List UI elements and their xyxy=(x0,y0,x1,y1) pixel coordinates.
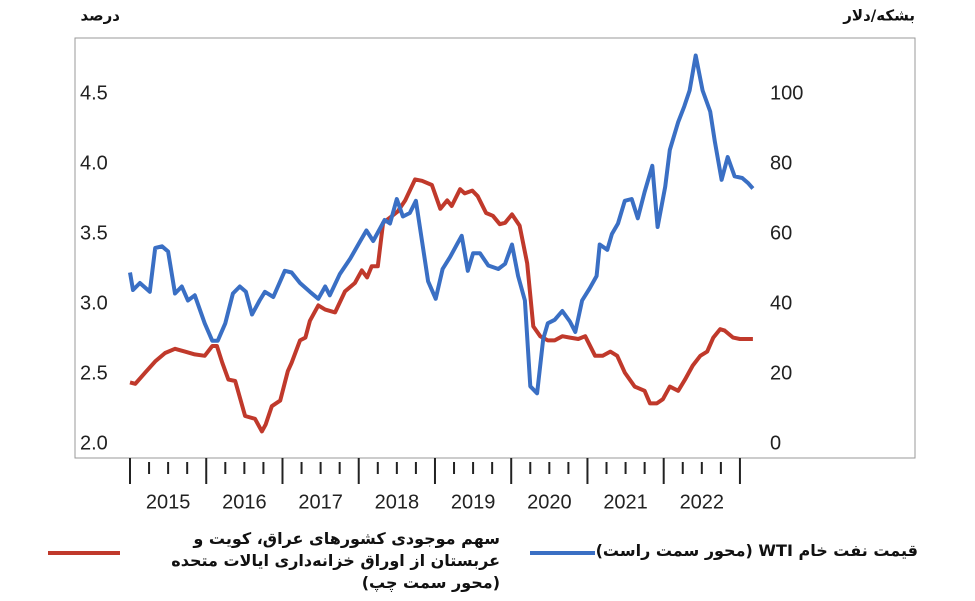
x-tick-label: 2015 xyxy=(146,491,191,513)
y2-tick-label: 0 xyxy=(770,432,781,454)
y-tick-label: 3.0 xyxy=(80,292,108,314)
y2-tick-label: 100 xyxy=(770,82,803,104)
y-tick-label: 2.5 xyxy=(80,362,108,384)
x-tick-label: 2017 xyxy=(298,491,343,513)
y-tick-label: 3.5 xyxy=(80,222,108,244)
y-tick-label: 4.5 xyxy=(80,82,108,104)
x-tick-label: 2022 xyxy=(680,491,725,513)
y-tick-label: 4.0 xyxy=(80,152,108,174)
series-line xyxy=(128,53,755,396)
x-tick-label: 2018 xyxy=(375,491,420,513)
series-line xyxy=(129,177,753,434)
y2-axis-title: بشکه/دلار xyxy=(842,7,915,25)
y-axis-title: درصد xyxy=(81,7,121,25)
legend-label: سهم موجودی کشورهای عراق، کویت و عربستان … xyxy=(171,529,500,592)
x-tick-label: 2020 xyxy=(527,491,572,513)
y2-tick-label: 40 xyxy=(770,292,792,314)
y2-tick-label: 60 xyxy=(770,222,792,244)
y2-tick-label: 80 xyxy=(770,152,792,174)
legend-label: قیمت نفت خام WTI (محور سمت راست) xyxy=(595,541,918,560)
plot-frame xyxy=(74,37,916,459)
x-tick-label: 2019 xyxy=(451,491,496,513)
x-tick-label: 2021 xyxy=(603,491,648,513)
y2-tick-label: 20 xyxy=(770,362,792,384)
x-tick-label: 2016 xyxy=(222,491,267,513)
y-tick-label: 2.0 xyxy=(80,432,108,454)
